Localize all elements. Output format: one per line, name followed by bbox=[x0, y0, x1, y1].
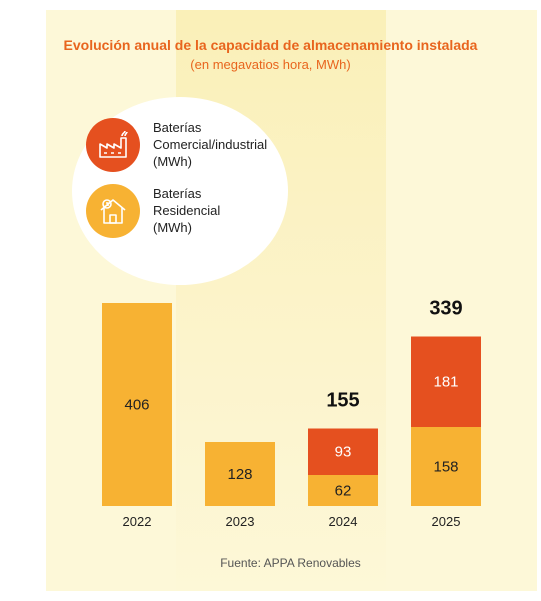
data-label-residencial-2023: 128 bbox=[227, 466, 252, 483]
legend-label-residencial: Baterías Residencial (MWh) bbox=[153, 186, 221, 235]
legend-label-comercial: Baterías Comercial/industrial (MWh) bbox=[153, 120, 268, 169]
x-tick-label-2022: 2022 bbox=[123, 514, 152, 529]
x-tick-label-2024: 2024 bbox=[329, 514, 358, 529]
data-label-residencial-2025: 158 bbox=[433, 458, 458, 475]
source-note: Fuente: APPA Renovables bbox=[220, 556, 361, 570]
chart-title: Evolución anual de la capacidad de almac… bbox=[63, 37, 478, 53]
bar-comercial-2025 bbox=[411, 336, 481, 427]
factory-icon bbox=[86, 118, 140, 172]
bar-residencial-2025 bbox=[411, 427, 481, 506]
bar-residencial-2023 bbox=[205, 442, 275, 506]
chart-subtitle: (en megavatios hora, MWh) bbox=[190, 57, 351, 72]
bar-residencial-2022 bbox=[102, 303, 172, 506]
data-label-residencial-2024: 62 bbox=[335, 482, 352, 499]
x-tick-label-2025: 2025 bbox=[432, 514, 461, 529]
bar-residencial-2024 bbox=[308, 475, 378, 506]
total-label-2024: 155 bbox=[326, 390, 359, 412]
data-label-comercial-2025: 181 bbox=[433, 374, 458, 391]
x-tick-label-2023: 2023 bbox=[226, 514, 255, 529]
bar-comercial-2024 bbox=[308, 428, 378, 475]
total-label-2025: 339 bbox=[429, 298, 462, 320]
data-label-comercial-2024: 93 bbox=[335, 444, 352, 461]
data-label-residencial-2022: 406 bbox=[124, 396, 149, 413]
house-icon bbox=[86, 184, 140, 238]
